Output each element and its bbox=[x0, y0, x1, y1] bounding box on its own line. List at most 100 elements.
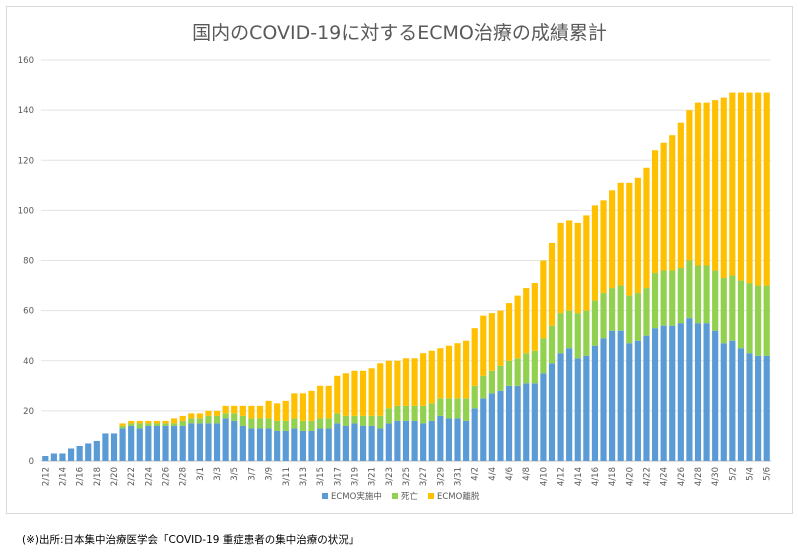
bar-segment bbox=[153, 425, 161, 461]
bar-segment bbox=[76, 445, 83, 461]
bar-segment bbox=[643, 335, 650, 461]
bar-segment bbox=[59, 453, 66, 461]
bar-segment bbox=[411, 405, 418, 421]
bar-segment bbox=[651, 150, 659, 274]
bar-segment bbox=[402, 358, 410, 406]
bar-segment bbox=[480, 375, 487, 399]
bar-segment bbox=[239, 425, 246, 461]
bar-segment bbox=[136, 420, 143, 424]
bar-segment bbox=[514, 385, 521, 461]
bar-segment bbox=[256, 428, 264, 461]
bar-segment bbox=[600, 293, 607, 339]
bar-segment bbox=[651, 273, 659, 329]
x-tick-label: 3/13 bbox=[299, 467, 309, 486]
bar-segment bbox=[720, 97, 727, 279]
bar-segment bbox=[703, 323, 710, 461]
legend-label: 死亡 bbox=[401, 491, 419, 502]
bar-segment bbox=[574, 358, 581, 461]
bar-segment bbox=[85, 443, 92, 461]
x-tick-label: 3/23 bbox=[385, 467, 395, 486]
bar-segment bbox=[712, 100, 719, 271]
bar-segment bbox=[746, 92, 753, 284]
bar-segment bbox=[583, 355, 590, 461]
bar-segment bbox=[222, 405, 229, 414]
bar-segment bbox=[669, 270, 676, 326]
bar-segment bbox=[471, 328, 478, 386]
legend-swatch bbox=[428, 493, 434, 499]
bar-segment bbox=[548, 242, 556, 326]
x-tick-label: 4/18 bbox=[608, 467, 618, 486]
x-tick-label: 4/14 bbox=[574, 467, 584, 486]
bar-segment bbox=[50, 453, 57, 461]
bar-segment bbox=[729, 92, 736, 276]
bar-segment bbox=[145, 423, 152, 426]
bar-segment bbox=[729, 275, 736, 341]
bar-segment bbox=[454, 398, 461, 419]
x-tick-label: 2/16 bbox=[76, 467, 86, 486]
bar-segment bbox=[454, 343, 461, 399]
bar-segment bbox=[402, 420, 410, 461]
x-tick-label: 5/2 bbox=[728, 467, 738, 481]
chart-title: 国内のCOVID-19に対するECMO治療の成績累計 bbox=[192, 22, 607, 44]
bar-segment bbox=[239, 405, 246, 416]
x-tick-label: 2/20 bbox=[110, 467, 120, 486]
bar-segment bbox=[729, 340, 736, 461]
x-tick-label: 4/2 bbox=[471, 467, 481, 481]
bar-segment bbox=[600, 338, 607, 461]
bar-segment bbox=[669, 135, 676, 271]
bar-segment bbox=[231, 420, 238, 461]
x-tick-label: 4/26 bbox=[677, 467, 687, 486]
bar-segment bbox=[531, 350, 538, 384]
bar-segment bbox=[136, 428, 143, 461]
bar-segment bbox=[755, 285, 762, 356]
bar-segment bbox=[677, 323, 684, 461]
bar-segment bbox=[720, 278, 727, 344]
bar-segment bbox=[317, 428, 324, 461]
bar-segment bbox=[222, 418, 229, 461]
bar-segment bbox=[480, 315, 487, 376]
bar-segment bbox=[128, 423, 135, 426]
bar-segment bbox=[591, 205, 599, 301]
bar-segment bbox=[557, 313, 564, 354]
x-tick-label: 3/11 bbox=[282, 467, 292, 486]
x-tick-label: 2/28 bbox=[179, 467, 189, 486]
bar-segment bbox=[231, 405, 238, 414]
bar-segment bbox=[162, 423, 169, 426]
x-tick-label: 4/24 bbox=[660, 467, 670, 486]
bar-segment bbox=[617, 330, 624, 461]
x-tick-label: 2/12 bbox=[41, 467, 51, 486]
bar-segment bbox=[213, 415, 221, 424]
bar-segment bbox=[763, 285, 770, 356]
bar-segment bbox=[643, 288, 650, 336]
bar-segment bbox=[188, 423, 195, 461]
x-tick-label: 3/3 bbox=[213, 467, 223, 481]
bar-segment bbox=[377, 428, 384, 461]
bar-segment bbox=[497, 365, 504, 391]
bar-segment bbox=[445, 418, 453, 461]
bar-segment bbox=[574, 313, 581, 359]
bar-segment bbox=[634, 177, 641, 294]
bar-segment bbox=[626, 295, 633, 344]
x-tick-label: 4/8 bbox=[522, 467, 532, 481]
bar-segment bbox=[454, 418, 461, 461]
bar-segment bbox=[308, 430, 315, 461]
bar-segment bbox=[686, 318, 693, 461]
x-tick-label: 3/21 bbox=[368, 467, 378, 486]
bar-segment bbox=[274, 430, 281, 461]
bar-segment bbox=[514, 358, 521, 386]
bar-segment bbox=[488, 370, 495, 394]
bar-segment bbox=[712, 270, 719, 331]
x-tick-label: 4/10 bbox=[539, 467, 549, 486]
bar-segment bbox=[110, 433, 118, 461]
bar-segment bbox=[737, 280, 745, 349]
y-tick-label: 80 bbox=[23, 257, 34, 267]
bar-segment bbox=[566, 310, 573, 349]
x-tick-label: 3/19 bbox=[350, 467, 360, 486]
x-tick-label: 3/27 bbox=[419, 467, 429, 486]
bar-segment bbox=[385, 408, 392, 424]
bar-segment bbox=[523, 383, 530, 461]
bar-segment bbox=[256, 405, 264, 419]
bar-segment bbox=[231, 413, 238, 421]
bar-segment bbox=[505, 303, 513, 361]
